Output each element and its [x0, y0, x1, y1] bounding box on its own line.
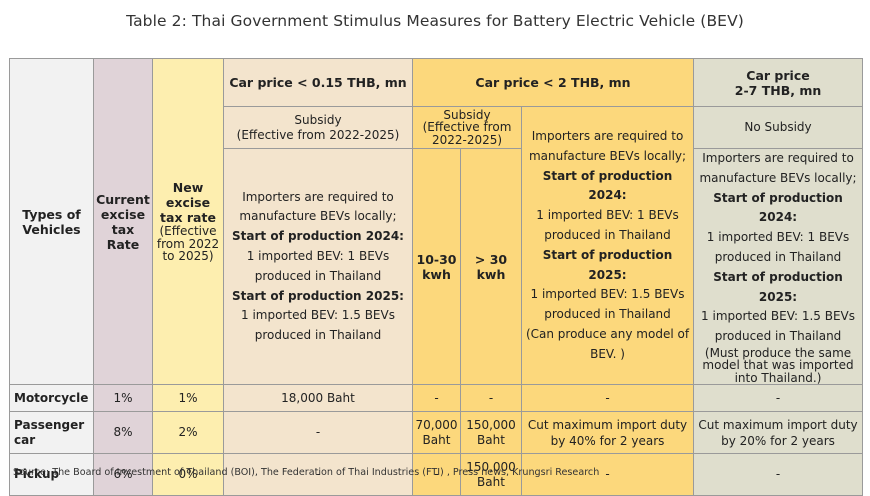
- high-intro: Importers are required to manufacture BE…: [699, 151, 857, 185]
- current-rate: 1%: [93, 384, 153, 413]
- group-header-low-price: Car price < 0.15 THB, mn: [223, 58, 413, 107]
- high-import-duty: Cut maximum import duty by 20% for 2 yea…: [693, 411, 864, 455]
- table-row: Pickup 6% 0% - - 150,000 Baht - -: [9, 453, 864, 496]
- mid-import-duty: Cut maximum import duty by 40% for 2 yea…: [520, 411, 695, 455]
- current-rate: 8%: [93, 411, 153, 455]
- new-rate: 0%: [152, 453, 224, 496]
- subsidy-effective-mid: (Effective from 2022-2025): [422, 120, 512, 147]
- mid-note: (Can produce any model of BEV. ): [525, 326, 690, 361]
- new-rate: 2%: [152, 411, 224, 455]
- no-subsidy-cell: No Subsidy: [693, 106, 864, 149]
- vehicle-label: Passenger car: [9, 411, 94, 455]
- high-ratio-2025: 1 imported BEV: 1.5 BEVs produced in Tha…: [701, 309, 855, 344]
- group-header-mid-price: Car price < 2 THB, mn: [411, 58, 695, 107]
- low-intro: Importers are required to manufacture BE…: [239, 189, 397, 224]
- high-note: (Must produce the same model that was im…: [702, 345, 854, 385]
- mid-subsidy-gt-30: 150,000 Baht: [460, 411, 522, 455]
- high-ratio-2024: 1 imported BEV: 1 BEVs produced in Thail…: [706, 230, 850, 264]
- source-note: Source: The Board of Investment of Thail…: [13, 467, 600, 478]
- high-start-2025: Start of production 2025:: [713, 269, 843, 304]
- mid-import-duty: -: [520, 453, 695, 496]
- new-rate: 1%: [152, 384, 224, 413]
- conditions-high: Importers are required to manufacture BE…: [693, 147, 864, 386]
- low-subsidy: -: [223, 411, 413, 455]
- header-current-excise-tax: Current excise tax Rate: [93, 57, 153, 386]
- header-new-excise-tax: New excise tax rate (Effective from 2022…: [152, 57, 224, 386]
- high-start-2024: Start of production 2024:: [713, 190, 843, 225]
- group-header-high-price: Car price 2-7 THB, mn: [693, 58, 864, 107]
- table-row: Motorcycle 1% 1% 18,000 Baht - - - -: [9, 384, 864, 413]
- group-high-line2: 2-7 THB, mn: [734, 82, 822, 98]
- conditions-low: Importers are required to manufacture BE…: [223, 147, 413, 386]
- low-ratio-2025: 1 imported BEV: 1.5 BEVs produced in Tha…: [241, 308, 395, 343]
- low-start-2025: Start of production 2025:: [232, 288, 404, 303]
- low-subsidy: 18,000 Baht: [223, 384, 413, 413]
- mid-intro: Importers are required to manufacture BE…: [528, 128, 687, 163]
- vehicle-label: Motorcycle: [9, 384, 94, 413]
- subsidy-label-low: Subsidy: [294, 112, 342, 127]
- mid-subsidy-10-30: -: [412, 384, 461, 413]
- range-10-30-kwh: 10-30 kwh: [412, 147, 461, 386]
- stimulus-table: Types of Vehicles Current excise tax Rat…: [9, 57, 864, 496]
- subsidy-effective-low: (Effective from 2022-2025): [236, 127, 400, 142]
- low-subsidy: -: [223, 453, 413, 496]
- mid-start-2025: Start of production 2025:: [542, 247, 673, 282]
- subsidy-header-low: Subsidy (Effective from 2022-2025): [223, 106, 413, 149]
- mid-ratio-2025: 1 imported BEV: 1.5 BEVs produced in Tha…: [530, 287, 685, 322]
- mid-subsidy-10-30: 70,000 Baht: [412, 411, 461, 455]
- mid-ratio-2024: 1 imported BEV: 1 BEVs produced in Thail…: [536, 208, 679, 242]
- mid-import-duty: -: [520, 384, 695, 413]
- table-title: Table 2: Thai Government Stimulus Measur…: [126, 12, 744, 30]
- header-types-of-vehicles: Types of Vehicles: [9, 57, 94, 386]
- subsidy-header-mid: Subsidy (Effective from 2022-2025): [412, 106, 522, 149]
- subsidy-label-mid: Subsidy: [443, 107, 491, 122]
- mid-start-2024: Start of production 2024:: [542, 168, 673, 203]
- range-gt-30-kwh: > 30 kwh: [460, 147, 522, 386]
- current-rate: 6%: [93, 453, 153, 496]
- group-high-line1: Car price: [746, 67, 810, 83]
- low-ratio-2024: 1 imported BEV: 1 BEVs produced in Thail…: [246, 248, 390, 283]
- low-start-2024: Start of production 2024:: [232, 229, 404, 244]
- high-import-duty: -: [693, 384, 864, 413]
- new-excise-title: New excise tax rate: [160, 180, 216, 226]
- conditions-mid: Importers are required to manufacture BE…: [520, 105, 695, 386]
- mid-subsidy-gt-30: 150,000 Baht: [460, 453, 522, 496]
- high-import-duty: -: [693, 453, 864, 496]
- mid-subsidy-10-30: -: [412, 453, 461, 496]
- mid-subsidy-gt-30: -: [460, 384, 522, 413]
- new-excise-effective: (Effective from 2022 to 2025): [156, 224, 220, 264]
- table-row: Passenger car 8% 2% - 70,000 Baht 150,00…: [9, 411, 864, 455]
